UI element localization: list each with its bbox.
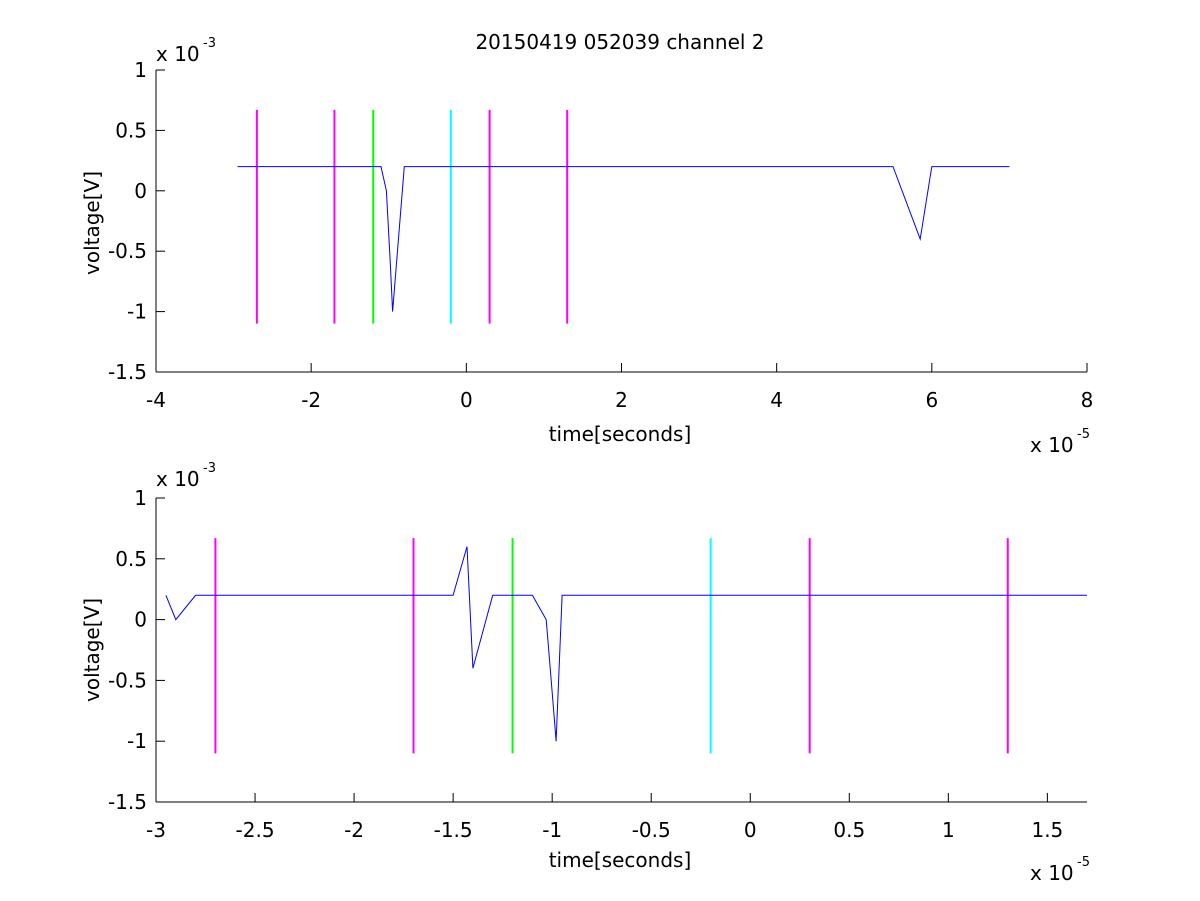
bottom-plot-x-tick-label: -3 [146, 818, 166, 842]
bottom-plot-x-multiplier-base: x 10 [1030, 861, 1074, 885]
top-plot-y-tick-label: -1 [127, 300, 147, 324]
bottom-plot-x-tick-label: -2.5 [236, 818, 275, 842]
bottom-plot-y-tick-label: -0.5 [108, 668, 147, 692]
top-plot-x-tick-label: 4 [770, 388, 783, 412]
top-plot-x-tick-label: 2 [615, 388, 628, 412]
bottom-plot-y-tick-label: -1.5 [108, 790, 147, 814]
bottom-plot-y-label: voltage[V] [80, 598, 104, 702]
top-plot-x-ticks: -4 -2 0 2 4 6 8 [146, 363, 1093, 412]
top-plot-panel: -4 -2 0 2 4 6 8 -1.5-1-0.500.51 time[seconds] … [80, 36, 1093, 457]
bottom-plot-x-tick-label: 1.5 [1031, 818, 1063, 842]
bottom-plot-y-tick-label: 0 [134, 608, 147, 632]
bottom-plot-signal-line-0 [165, 546, 1087, 742]
top-plot-y-tick-label: 1 [134, 58, 147, 82]
bottom-plot-x-tick-label: 1 [942, 818, 955, 842]
bottom-plot-y-multiplier-exponent: -3 [203, 461, 216, 476]
bottom-plot-y-ticks: -1.5 -1 -0.5 0 0.5 1 [108, 486, 165, 814]
figure-title: 20150419 052039 channel 2 [475, 30, 764, 54]
top-plot-y-label: voltage[V] [80, 171, 104, 275]
bottom-plot-y-multiplier: x 10 -3 [156, 461, 216, 491]
top-plot-x-label: time[seconds] [549, 422, 692, 446]
top-plot-x-tick-label: -4 [146, 388, 166, 412]
top-plot-area [156, 70, 1087, 372]
top-plot-y-multiplier-base: x 10 [156, 42, 200, 66]
top-plot-y-multiplier: x 10 -3 [156, 36, 216, 66]
bottom-plot-area [156, 498, 1087, 802]
top-plot-x-tick-label: 8 [1081, 388, 1094, 412]
bottom-plot-y-tick-label: 1 [134, 486, 147, 510]
bottom-plot-x-tick-label: 0.5 [833, 818, 865, 842]
bottom-plot-x-tick-label: -1.5 [434, 818, 473, 842]
bottom-plot-markers [214, 538, 1009, 754]
bottom-plot-y-tick-label: 0.5 [115, 547, 147, 571]
top-plot-y-tick-label: -1.5 [108, 360, 147, 384]
top-plot-y-tick-label: 0.5 [115, 118, 147, 142]
bottom-plot-x-multiplier-exponent: -5 [1077, 855, 1090, 870]
bottom-plot-x-multiplier: x 10 -5 [1030, 855, 1090, 885]
top-plot-x-tick-label: 6 [925, 388, 938, 412]
top-plot-x-tick-label: -2 [301, 388, 321, 412]
bottom-plot-x-label: time[seconds] [549, 848, 692, 872]
top-plot-series [237, 166, 1010, 312]
bottom-plot-x-tick-label: -2 [344, 818, 364, 842]
bottom-plot-panel: -3 -2.5 -2 -1.5 -1 -0.5 0 0.5 1 1.5 -1.5 -1 -0.5 0 0.… [80, 461, 1090, 885]
bottom-plot-y-multiplier-base: x 10 [156, 467, 200, 491]
top-plot-x-multiplier-base: x 10 [1030, 433, 1074, 457]
bottom-plot-x-tick-label: -0.5 [632, 818, 671, 842]
top-plot-y-ticks: -1.5 -1 -0.5 0 0.5 1 [108, 58, 165, 384]
top-plot-y-tick-label: 0 [134, 179, 147, 203]
top-plot-y-tick-label: -0.5 [108, 239, 147, 263]
bottom-plot-x-ticks: -3 -2.5 -2 -1.5 -1 -0.5 0 0.5 1 1.5 [146, 793, 1063, 842]
top-plot-signal-line-0 [237, 166, 1010, 312]
top-plot-x-tick-label: 0 [460, 388, 473, 412]
bottom-plot-x-tick-label: 0 [744, 818, 757, 842]
top-plot-x-multiplier-exponent: -5 [1077, 427, 1090, 442]
top-plot-markers [255, 109, 569, 324]
top-plot-y-multiplier-exponent: -3 [203, 36, 216, 51]
bottom-plot-y-tick-label: -1 [127, 729, 147, 753]
top-plot-x-multiplier: x 10 -5 [1030, 427, 1090, 457]
bottom-plot-x-tick-label: -1 [542, 818, 562, 842]
bottom-plot-series [165, 546, 1087, 742]
